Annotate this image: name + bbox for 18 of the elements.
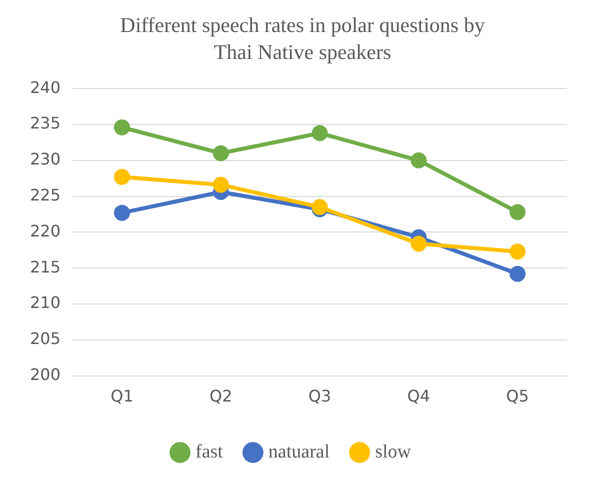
y-tick-label: 230 — [30, 149, 61, 168]
x-tick-label: Q2 — [209, 386, 232, 406]
y-tick-label: 205 — [30, 328, 61, 348]
x-tick-label: Q5 — [506, 386, 529, 406]
y-tick-label: 215 — [30, 256, 61, 276]
x-tick-label: Q4 — [407, 386, 430, 406]
y-tick-label: 210 — [30, 292, 61, 312]
y-tick-label: 200 — [30, 364, 61, 384]
y-tick-label: 225 — [30, 185, 61, 204]
x-tick-label: Q3 — [308, 386, 332, 406]
legend-label: slow — [375, 441, 412, 462]
legend-label: fast — [195, 441, 224, 462]
y-tick-label: 240 — [30, 77, 61, 96]
y-tick-label: 220 — [30, 220, 61, 240]
x-tick-label: Q1 — [110, 386, 134, 406]
y-tick-label: 235 — [30, 113, 61, 132]
legend-label: natuaral — [268, 441, 330, 462]
chart-title: Different speech rates in polar questions by Thai Native speakers — [119, 12, 486, 66]
